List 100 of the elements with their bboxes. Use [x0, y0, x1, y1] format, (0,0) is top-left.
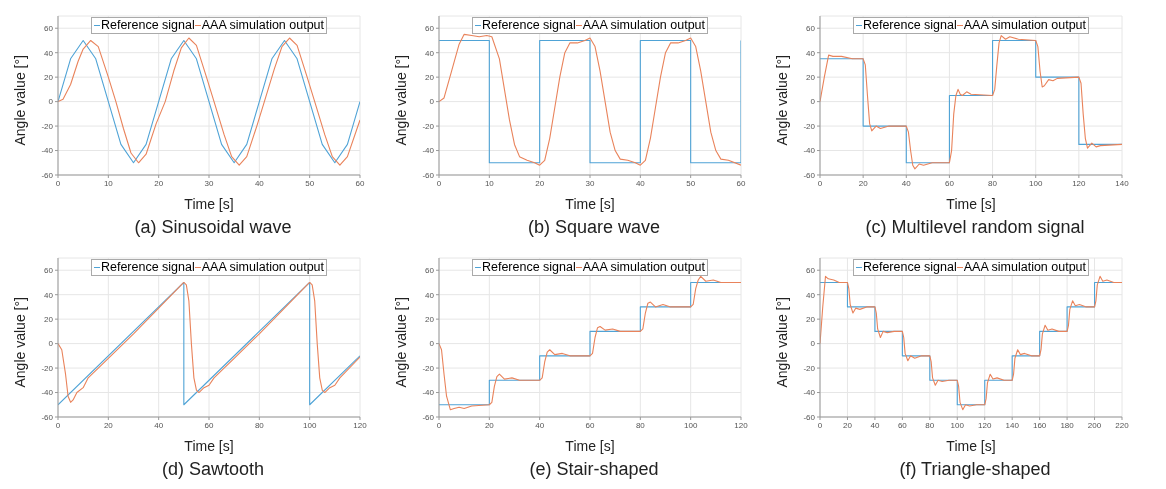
- y-axis-title: Angle value [°]: [392, 297, 409, 388]
- y-tick-label: -60: [803, 170, 816, 180]
- y-tick-label: -40: [422, 146, 435, 156]
- y-tick-label: 60: [806, 266, 816, 276]
- x-tick-label: 100: [683, 420, 698, 430]
- y-tick-label: 40: [806, 290, 816, 300]
- x-tick-label: 0: [436, 178, 442, 188]
- y-tick-label: 0: [48, 339, 54, 349]
- x-axis-title: Time [s]: [565, 196, 615, 212]
- x-tick-label: 20: [843, 420, 853, 430]
- x-tick-label: 10: [484, 178, 495, 188]
- y-tick-label: 20: [44, 314, 54, 324]
- text: (e) Stair-shaped: [528, 459, 660, 480]
- x-tick-label: 80: [635, 420, 646, 430]
- x-tick-label: 120: [353, 420, 368, 430]
- y-tick-label: -60: [422, 170, 435, 180]
- legend-label: AAA simulation output: [582, 260, 706, 275]
- x-tick-label: 60: [897, 420, 908, 430]
- x-tick-label: 60: [944, 178, 955, 188]
- x-tick-label: 120: [1072, 178, 1087, 188]
- x-tick-label: 120: [734, 420, 749, 430]
- x-tick-label: 100: [1029, 178, 1043, 188]
- y-tick-label: 20: [806, 72, 816, 82]
- y-tick-label: -60: [422, 412, 435, 422]
- x-tick-label: 40: [535, 420, 545, 430]
- x-tick-label: 20: [484, 420, 495, 430]
- y-tick-label: 40: [425, 290, 435, 300]
- x-tick-label: 200: [1087, 420, 1102, 430]
- y-tick-label: -20: [41, 121, 54, 131]
- legend-label: Reference signal: [481, 260, 576, 275]
- y-axis-title: Angle value [°]: [773, 55, 790, 146]
- x-tick-label: 30: [585, 178, 595, 188]
- x-tick-label: 50: [686, 178, 696, 188]
- legend-label: Reference signal: [862, 260, 957, 275]
- y-tick-label: -20: [422, 363, 435, 373]
- x-tick-label: 40: [154, 420, 164, 430]
- x-tick-label: 80: [925, 420, 935, 430]
- text: (a) Sinusoidal wave: [133, 217, 293, 238]
- x-tick-label: 20: [103, 420, 114, 430]
- legend-label: AAA simulation output: [963, 18, 1087, 33]
- y-axis-title: Angle value [°]: [11, 55, 28, 146]
- x-tick-label: 140: [1115, 178, 1130, 188]
- y-tick-label: 20: [425, 72, 435, 82]
- text: (d) Sawtooth: [160, 459, 266, 480]
- y-tick-label: 20: [44, 72, 54, 82]
- y-tick-label: 60: [425, 266, 435, 276]
- y-tick-label: 20: [425, 314, 435, 324]
- y-tick-label: -20: [803, 363, 816, 373]
- legend-label: Reference signal: [862, 18, 957, 33]
- x-axis-title: Time [s]: [184, 438, 234, 454]
- legend-label: AAA simulation output: [201, 18, 325, 33]
- x-tick-label: 40: [254, 178, 265, 188]
- legend-label: Reference signal: [100, 18, 195, 33]
- x-tick-label: 60: [736, 178, 746, 188]
- x-tick-label: 80: [254, 420, 265, 430]
- x-tick-label: 220: [1115, 420, 1130, 430]
- x-axis-title: Time [s]: [946, 196, 996, 212]
- x-tick-label: 40: [635, 178, 646, 188]
- y-tick-label: -60: [41, 412, 54, 422]
- x-axis-title: Time [s]: [184, 196, 234, 212]
- y-tick-label: -40: [422, 388, 435, 398]
- y-axis-title: Angle value [°]: [392, 55, 409, 146]
- x-tick-label: 0: [55, 178, 61, 188]
- y-tick-label: 40: [806, 48, 816, 58]
- x-tick-label: 20: [154, 178, 164, 188]
- y-tick-label: 60: [44, 266, 54, 276]
- y-tick-label: 60: [806, 24, 816, 34]
- x-tick-label: 0: [55, 420, 61, 430]
- x-tick-label: 140: [1005, 420, 1020, 430]
- x-tick-label: 160: [1032, 420, 1047, 430]
- x-tick-label: 60: [355, 178, 365, 188]
- x-tick-label: 100: [302, 420, 317, 430]
- y-axis-title: Angle value [°]: [11, 297, 28, 388]
- text: (f) Triangle-shaped: [898, 459, 1052, 480]
- x-tick-label: 60: [204, 420, 214, 430]
- x-tick-label: 120: [978, 420, 992, 430]
- y-tick-label: -40: [803, 388, 816, 398]
- y-tick-label: 40: [44, 48, 54, 58]
- x-tick-label: 0: [436, 420, 442, 430]
- x-tick-label: 40: [870, 420, 880, 430]
- y-tick-label: 20: [806, 314, 816, 324]
- legend-label: AAA simulation output: [582, 18, 706, 33]
- x-tick-label: 50: [305, 178, 315, 188]
- x-tick-label: 180: [1060, 420, 1075, 430]
- y-tick-label: 0: [48, 97, 54, 107]
- x-axis-title: Time [s]: [946, 438, 996, 454]
- y-tick-label: -60: [803, 412, 816, 422]
- y-tick-label: 40: [425, 48, 435, 58]
- x-tick-label: 40: [901, 178, 912, 188]
- x-tick-label: 30: [204, 178, 214, 188]
- legend-label: AAA simulation output: [201, 260, 325, 275]
- x-axis-title: Time [s]: [565, 438, 615, 454]
- text: (c) Multilevel random signal: [864, 217, 1086, 238]
- x-tick-label: 0: [817, 420, 823, 430]
- y-axis-title: Angle value [°]: [773, 297, 790, 388]
- x-tick-label: 20: [858, 178, 869, 188]
- legend-label: Reference signal: [481, 18, 576, 33]
- y-tick-label: 0: [429, 339, 435, 349]
- x-tick-label: 60: [585, 420, 595, 430]
- x-tick-label: 20: [535, 178, 545, 188]
